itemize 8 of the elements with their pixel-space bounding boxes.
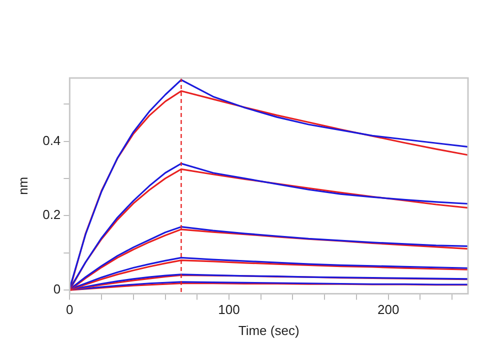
- y-tick-label: 0: [53, 282, 61, 297]
- x-tick-label: 100: [218, 302, 240, 318]
- y-axis-title: nm: [15, 176, 30, 195]
- x-axis-title: Time (sec): [238, 322, 300, 338]
- x-tick-label: 0: [66, 302, 74, 318]
- x-tick-label: 200: [377, 302, 400, 318]
- y-tick-label: 0.2: [42, 207, 61, 222]
- y-tick-label: 0.4: [42, 132, 61, 148]
